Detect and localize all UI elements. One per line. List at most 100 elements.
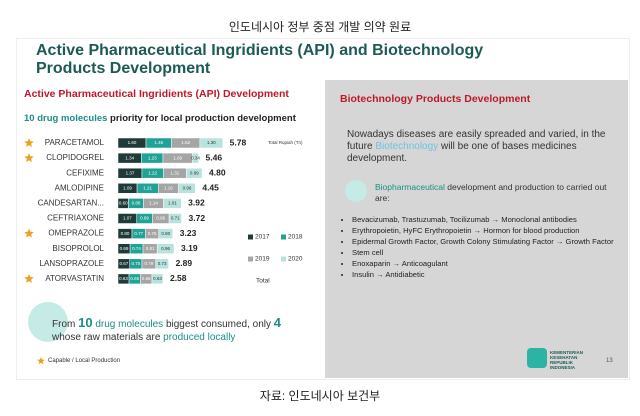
legend-label: Total bbox=[256, 278, 270, 285]
lead-part: development and production to carried ou… bbox=[375, 182, 607, 203]
segment-label: 1.60 bbox=[128, 140, 137, 145]
total-label: 4.80 bbox=[209, 167, 226, 177]
logo-mark bbox=[527, 348, 547, 368]
bar-segment bbox=[178, 183, 196, 194]
segment-label: 1.69 bbox=[173, 155, 182, 160]
segment-label: 0.34 bbox=[191, 155, 200, 160]
star bbox=[24, 273, 34, 283]
segment-label: 0.81 bbox=[146, 246, 155, 251]
lead-part: Biopharmaceutical bbox=[375, 182, 445, 192]
bullet: Erythropoietin, HyFC Erythropoietin → Ho… bbox=[352, 226, 637, 236]
segment-label: 1.37 bbox=[126, 170, 135, 175]
dna-icon bbox=[345, 180, 367, 202]
segment-label: 0.80 bbox=[121, 231, 130, 236]
category-label: ATORVASTATIN bbox=[45, 274, 104, 283]
intro-part: Nowadays diseases are easily spreaded an… bbox=[347, 129, 606, 152]
segment-label: 0.96 bbox=[161, 246, 170, 251]
segment-label: 0.71 bbox=[171, 216, 180, 221]
segment-label: 0.73 bbox=[158, 261, 167, 266]
segment-label: 0.89 bbox=[140, 216, 149, 221]
total-label: 2.89 bbox=[176, 258, 193, 268]
unit-label: Total Rupiah (Tn) bbox=[268, 140, 303, 145]
segment-label: 1.07 bbox=[123, 216, 132, 221]
segment-label: 0.79 bbox=[145, 261, 154, 266]
category-label: CLOPIDOGREL bbox=[46, 153, 104, 162]
segment-label: 1.46 bbox=[154, 140, 163, 145]
segment-label: 0.60 bbox=[119, 201, 128, 206]
bar-segment bbox=[158, 228, 174, 239]
right-header: Biotechnology Products Development bbox=[340, 93, 531, 105]
logo-text: KEMENTERIAN KESEHATAN REPUBLIK INDONESIA bbox=[550, 350, 584, 370]
summary-circle bbox=[28, 302, 68, 342]
right-intro: Nowadays diseases are easily spreaded an… bbox=[347, 129, 609, 165]
segment-label: 1.23 bbox=[148, 155, 157, 160]
segment-label: 1.62 bbox=[181, 140, 190, 145]
segment-label: 0.70 bbox=[131, 261, 140, 266]
intro-part: Biotechnology bbox=[375, 141, 439, 152]
legend-swatch bbox=[281, 234, 286, 240]
bullet: Enoxaparin → Anticoagulant bbox=[352, 259, 637, 269]
bullet: Bevacizumab, Trastuzumab, Tocilizumab → … bbox=[352, 215, 637, 225]
segment-label: 1.14 bbox=[149, 201, 158, 206]
total-label: 2.58 bbox=[170, 273, 187, 283]
legend-swatch bbox=[248, 256, 253, 262]
segment-label: 1.22 bbox=[148, 170, 157, 175]
bullet-list: Bevacizumab, Trastuzumab, Tocilizumab → … bbox=[340, 215, 637, 281]
bar-segment bbox=[156, 243, 175, 254]
segment-label: 0.66 bbox=[142, 276, 151, 281]
segment-label: 0.80 bbox=[161, 231, 170, 236]
bar-segment bbox=[151, 273, 164, 285]
category-label: CEFIXIME bbox=[66, 168, 104, 177]
segment-label: 0.96 bbox=[156, 216, 165, 221]
segment-label: 0.77 bbox=[134, 231, 143, 236]
bar-segment bbox=[199, 137, 223, 149]
page-title: 인도네시아 정부 중점 개발 의약 원료 bbox=[228, 20, 412, 34]
segment-label: 1.30 bbox=[207, 140, 216, 145]
summary-part: whose raw materials are bbox=[52, 332, 164, 343]
right-lead: Biopharmaceutical development and produc… bbox=[375, 182, 620, 204]
segment-label: 0.74 bbox=[132, 246, 141, 251]
segment-label: 0.96 bbox=[183, 185, 192, 190]
summary-part: 10 bbox=[78, 315, 93, 330]
total-label: 3.72 bbox=[189, 213, 206, 223]
source: 자료: 인도네시아 보건부 bbox=[259, 389, 381, 403]
category-label: CANDESARTAN... bbox=[38, 199, 104, 208]
segment-label: 0.67 bbox=[119, 261, 128, 266]
slide-title: Active Pharmaceutical Ingridients (API) … bbox=[36, 42, 484, 77]
summary: From 10 drug molecules biggest consumed,… bbox=[52, 316, 312, 344]
legend-swatch bbox=[281, 256, 286, 262]
star-legend-icon bbox=[37, 357, 45, 365]
right-panel bbox=[325, 80, 628, 378]
legend-label: 2019 bbox=[255, 256, 270, 263]
category-label: CEFTRIAXONE bbox=[47, 214, 104, 223]
summary-part: From bbox=[52, 319, 79, 330]
total-label: 5.78 bbox=[230, 137, 247, 147]
bar-segment bbox=[155, 258, 169, 270]
segment-label: 0.86 bbox=[132, 201, 141, 206]
star-legend: Capable / Local Production bbox=[48, 358, 121, 364]
category-label: OMEPRAZOLE bbox=[48, 229, 104, 238]
intro-part: will be one of bases medicines developme… bbox=[347, 141, 577, 164]
bar-segment bbox=[192, 152, 199, 164]
legend-swatch bbox=[248, 234, 253, 240]
category-label: BISOPROLOL bbox=[52, 244, 104, 253]
category-label: AMLODIPINE bbox=[55, 183, 104, 192]
segment-label: 0.89 bbox=[190, 170, 199, 175]
star bbox=[24, 153, 34, 163]
chart-subtitle: 10 drug molecules priority for local pro… bbox=[24, 113, 296, 124]
star bbox=[24, 138, 34, 147]
total-label: 4.45 bbox=[202, 183, 219, 193]
total-label: 3.23 bbox=[180, 228, 197, 238]
chart-title: Active Pharmaceutical Ingridients (API) … bbox=[24, 88, 289, 100]
summary-part: 4 bbox=[273, 315, 282, 330]
segment-label: 1.21 bbox=[143, 185, 152, 190]
bullet: Stem cell bbox=[352, 248, 637, 258]
segment-label: 1.01 bbox=[168, 201, 177, 206]
bar-segment bbox=[163, 198, 182, 209]
summary-part: drug molecules bbox=[92, 319, 164, 330]
bar-segment bbox=[186, 167, 203, 179]
legend-label: 2020 bbox=[288, 256, 303, 263]
legend-label: 2017 bbox=[255, 234, 270, 241]
